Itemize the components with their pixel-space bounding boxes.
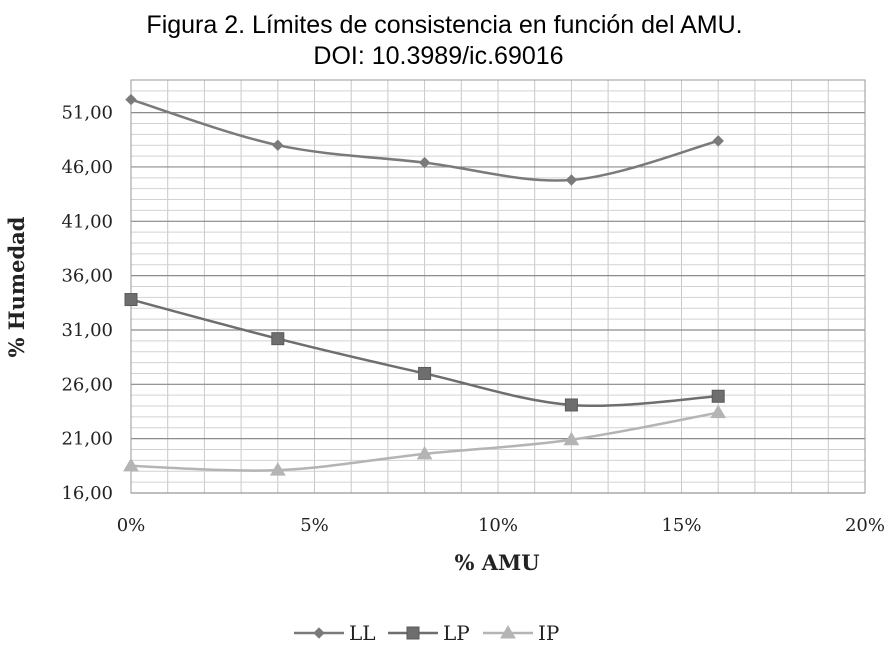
x-axis-ticks: 0% 5% 10% 15% 20%: [117, 515, 885, 536]
y-tick-label: 16,00: [61, 483, 113, 504]
data-point-square: [406, 626, 420, 640]
data-point-triangle: [710, 404, 727, 419]
title-line-2: DOI: 10.3989/ic.69016: [313, 42, 564, 70]
legend-item-ll: LL: [294, 621, 376, 645]
data-point-diamond: [272, 139, 284, 151]
series-ll: [125, 93, 724, 186]
data-point-square: [564, 398, 578, 412]
y-tick-label: 21,00: [61, 429, 113, 450]
x-tick-label: 15%: [661, 515, 701, 536]
data-point-square: [124, 293, 138, 307]
data-point-triangle: [416, 445, 433, 460]
y-tick-label: 41,00: [61, 211, 113, 232]
y-axis-title: % Humedad: [4, 216, 29, 357]
data-point-square: [271, 332, 285, 346]
x-tick-label: 5%: [300, 515, 329, 536]
legend-item-ip: IP: [483, 621, 559, 645]
legend-label: IP: [538, 621, 559, 645]
series-lp: [124, 293, 725, 412]
legend-label: LL: [349, 621, 376, 645]
y-tick-label: 31,00: [61, 320, 113, 341]
legend-item-lp: LP: [388, 621, 470, 645]
x-tick-label: 0%: [117, 515, 146, 536]
series-group: [123, 93, 727, 476]
grid-lines: [130, 79, 866, 494]
x-tick-label: 10%: [478, 515, 518, 536]
x-axis-title: % AMU: [454, 550, 539, 575]
data-point-triangle: [563, 431, 580, 446]
legend-label: LP: [443, 621, 470, 645]
plot-frame: [130, 79, 866, 494]
x-tick-label: 20%: [845, 515, 885, 536]
data-point-triangle: [500, 625, 516, 639]
figure-title: Figura 2. Límites de consistencia en fun…: [0, 10, 889, 72]
legend: LL LP IP: [294, 621, 559, 645]
data-point-diamond: [418, 156, 431, 169]
data-point-triangle: [123, 457, 139, 472]
y-tick-label: 36,00: [61, 266, 113, 287]
y-tick-label: 26,00: [61, 374, 113, 395]
data-point-square: [711, 389, 725, 403]
data-point-diamond: [313, 627, 325, 639]
data-point-triangle: [269, 462, 286, 476]
title-line-1: Figura 2. Límites de consistencia en fun…: [146, 11, 743, 39]
data-point-square: [418, 366, 432, 380]
y-tick-label: 46,00: [61, 157, 113, 178]
data-point-diamond: [125, 93, 137, 106]
y-axis-ticks: 16,00 21,00 26,00 31,00 36,00 41,00 46,00 51,00: [61, 103, 113, 504]
series-ip: [123, 404, 727, 476]
data-point-diamond: [712, 135, 724, 147]
data-point-diamond: [565, 174, 578, 186]
y-tick-label: 51,00: [61, 103, 113, 124]
